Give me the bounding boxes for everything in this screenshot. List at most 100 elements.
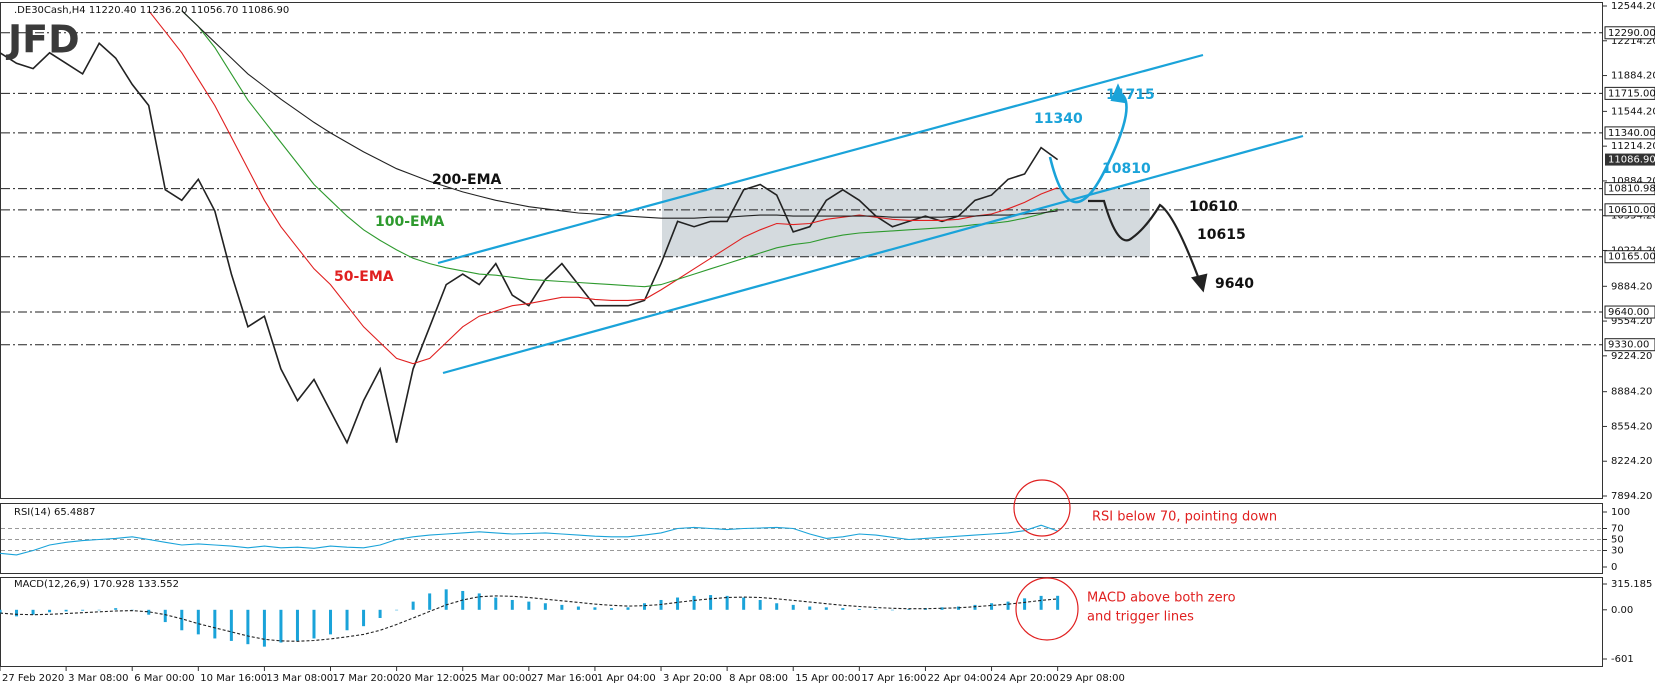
histogram-bar [411, 601, 415, 610]
histogram-bar [692, 595, 696, 610]
histogram-bar [196, 609, 200, 635]
x-tick-label: 29 Apr 08:00 [1060, 673, 1125, 684]
histogram-bar [609, 608, 613, 610]
histogram-bar [643, 603, 647, 610]
x-tick-label: 20 Mar 12:00 [399, 673, 466, 684]
histogram-bar [494, 597, 498, 610]
histogram-bar [543, 603, 547, 610]
last-price-box [1605, 153, 1655, 166]
rsi-highlight-circle [1013, 479, 1071, 537]
y-tick-label: 12544.20 [1611, 1, 1655, 12]
level-label-box [1604, 26, 1655, 40]
histogram-bar [890, 609, 894, 611]
panel-title: MACD(12,26,9) 170.928 133.552 [14, 579, 179, 590]
level-label-box [1604, 203, 1655, 217]
histogram-bar [990, 603, 994, 610]
level-label-box [1604, 126, 1655, 140]
level-label-box [1604, 338, 1655, 352]
y-tick-label: 11214.20 [1611, 141, 1655, 152]
x-tick-label: 10 Mar 16:00 [200, 673, 267, 684]
histogram-bar [841, 608, 845, 610]
level-label-box [1604, 86, 1655, 100]
x-tick-label: 17 Apr 16:00 [861, 673, 926, 684]
y-tick-label: 50 [1611, 535, 1624, 546]
y-tick-label: 9554.20 [1611, 316, 1652, 327]
histogram-bar [64, 609, 68, 612]
annotation: 10615 [1197, 227, 1246, 243]
histogram-bar [477, 593, 481, 610]
y-tick-label: 12214.20 [1611, 36, 1655, 47]
x-tick-label: 27 Mar 16:00 [531, 673, 598, 684]
histogram-bar [147, 609, 151, 615]
panel-title: .DE30Cash,H4 11220.40 11236.20 11056.70 … [14, 5, 289, 16]
histogram-bar [593, 607, 597, 610]
histogram-bar [213, 609, 217, 639]
series-line [0, 42, 1059, 445]
y-tick-label: 11544.20 [1611, 106, 1655, 117]
histogram-bar [428, 593, 432, 610]
level-label-box [1604, 305, 1655, 319]
histogram-bar [874, 609, 878, 610]
series-line [0, 524, 1058, 556]
annotation: 10610 [1189, 199, 1238, 215]
channel-lower-line [442, 134, 1304, 375]
histogram-bar [808, 606, 812, 610]
annotation: and trigger lines [1087, 610, 1194, 625]
grid-layer [0, 5, 1607, 671]
series-label: 50-EMA [334, 269, 394, 285]
y-tick-label: 0.00 [1611, 605, 1633, 616]
histogram-bar [395, 609, 399, 611]
annotation: 9640 [1215, 276, 1254, 292]
histogram-bar [31, 609, 35, 615]
data-layer [0, 10, 1060, 647]
histogram-bar [114, 608, 118, 610]
annotation: 11715 [1106, 87, 1155, 103]
histogram-bar [907, 608, 911, 610]
x-tick-label: 13 Mar 08:00 [266, 673, 333, 684]
histogram-bar [560, 604, 564, 610]
bearish-scenario [1088, 199, 1208, 293]
level-label: 10610.00 [1608, 205, 1655, 216]
bearish-arrowhead [1191, 273, 1208, 293]
x-tick-label: 25 Mar 00:00 [465, 673, 532, 684]
x-tick-label: 24 Apr 20:00 [994, 673, 1059, 684]
histogram-bar [1023, 598, 1027, 610]
histogram-bar [15, 609, 19, 617]
main-panel-frame [0, 2, 1603, 499]
y-tick-label: 9224.20 [1611, 351, 1652, 362]
histogram-bar [345, 609, 349, 631]
x-tick-label: 1 Apr 04:00 [597, 673, 656, 684]
histogram-bar [378, 609, 382, 618]
histogram-bar [312, 609, 316, 639]
x-tick-label: 22 Apr 04:00 [927, 673, 992, 684]
histogram-bar [163, 609, 167, 623]
histogram-bar [791, 604, 795, 610]
x-tick-label: 17 Mar 20:00 [333, 673, 400, 684]
panel-title: RSI(14) 65.4887 [14, 507, 95, 518]
histogram-bar [48, 609, 52, 613]
histogram-bar [1056, 595, 1060, 610]
y-tick-label: 30 [1611, 546, 1624, 557]
histogram-bar [279, 609, 283, 643]
histogram-bar [362, 609, 366, 627]
series-line [181, 10, 1058, 288]
y-tick-label: 11884.20 [1611, 71, 1655, 82]
histogram-bar [973, 604, 977, 610]
y-tick-label: 8884.20 [1611, 387, 1652, 398]
histogram-bar [329, 609, 333, 635]
annotation: MACD above both zero [1087, 591, 1236, 606]
y-tick-label: 8224.20 [1611, 456, 1652, 467]
histogram-bar [626, 607, 630, 610]
series-label: 200-EMA [432, 172, 502, 188]
level-label: 11340.00 [1608, 128, 1655, 139]
level-label: 11715.00 [1608, 88, 1655, 99]
x-tick-label: 6 Mar 00:00 [134, 673, 194, 684]
histogram-bar [709, 595, 713, 610]
histogram-bar [1006, 601, 1010, 610]
x-tick-label: 8 Apr 08:00 [729, 673, 788, 684]
histogram-bar [510, 599, 514, 610]
y-tick-label: 8554.20 [1611, 421, 1652, 432]
histogram-bar [262, 609, 266, 647]
